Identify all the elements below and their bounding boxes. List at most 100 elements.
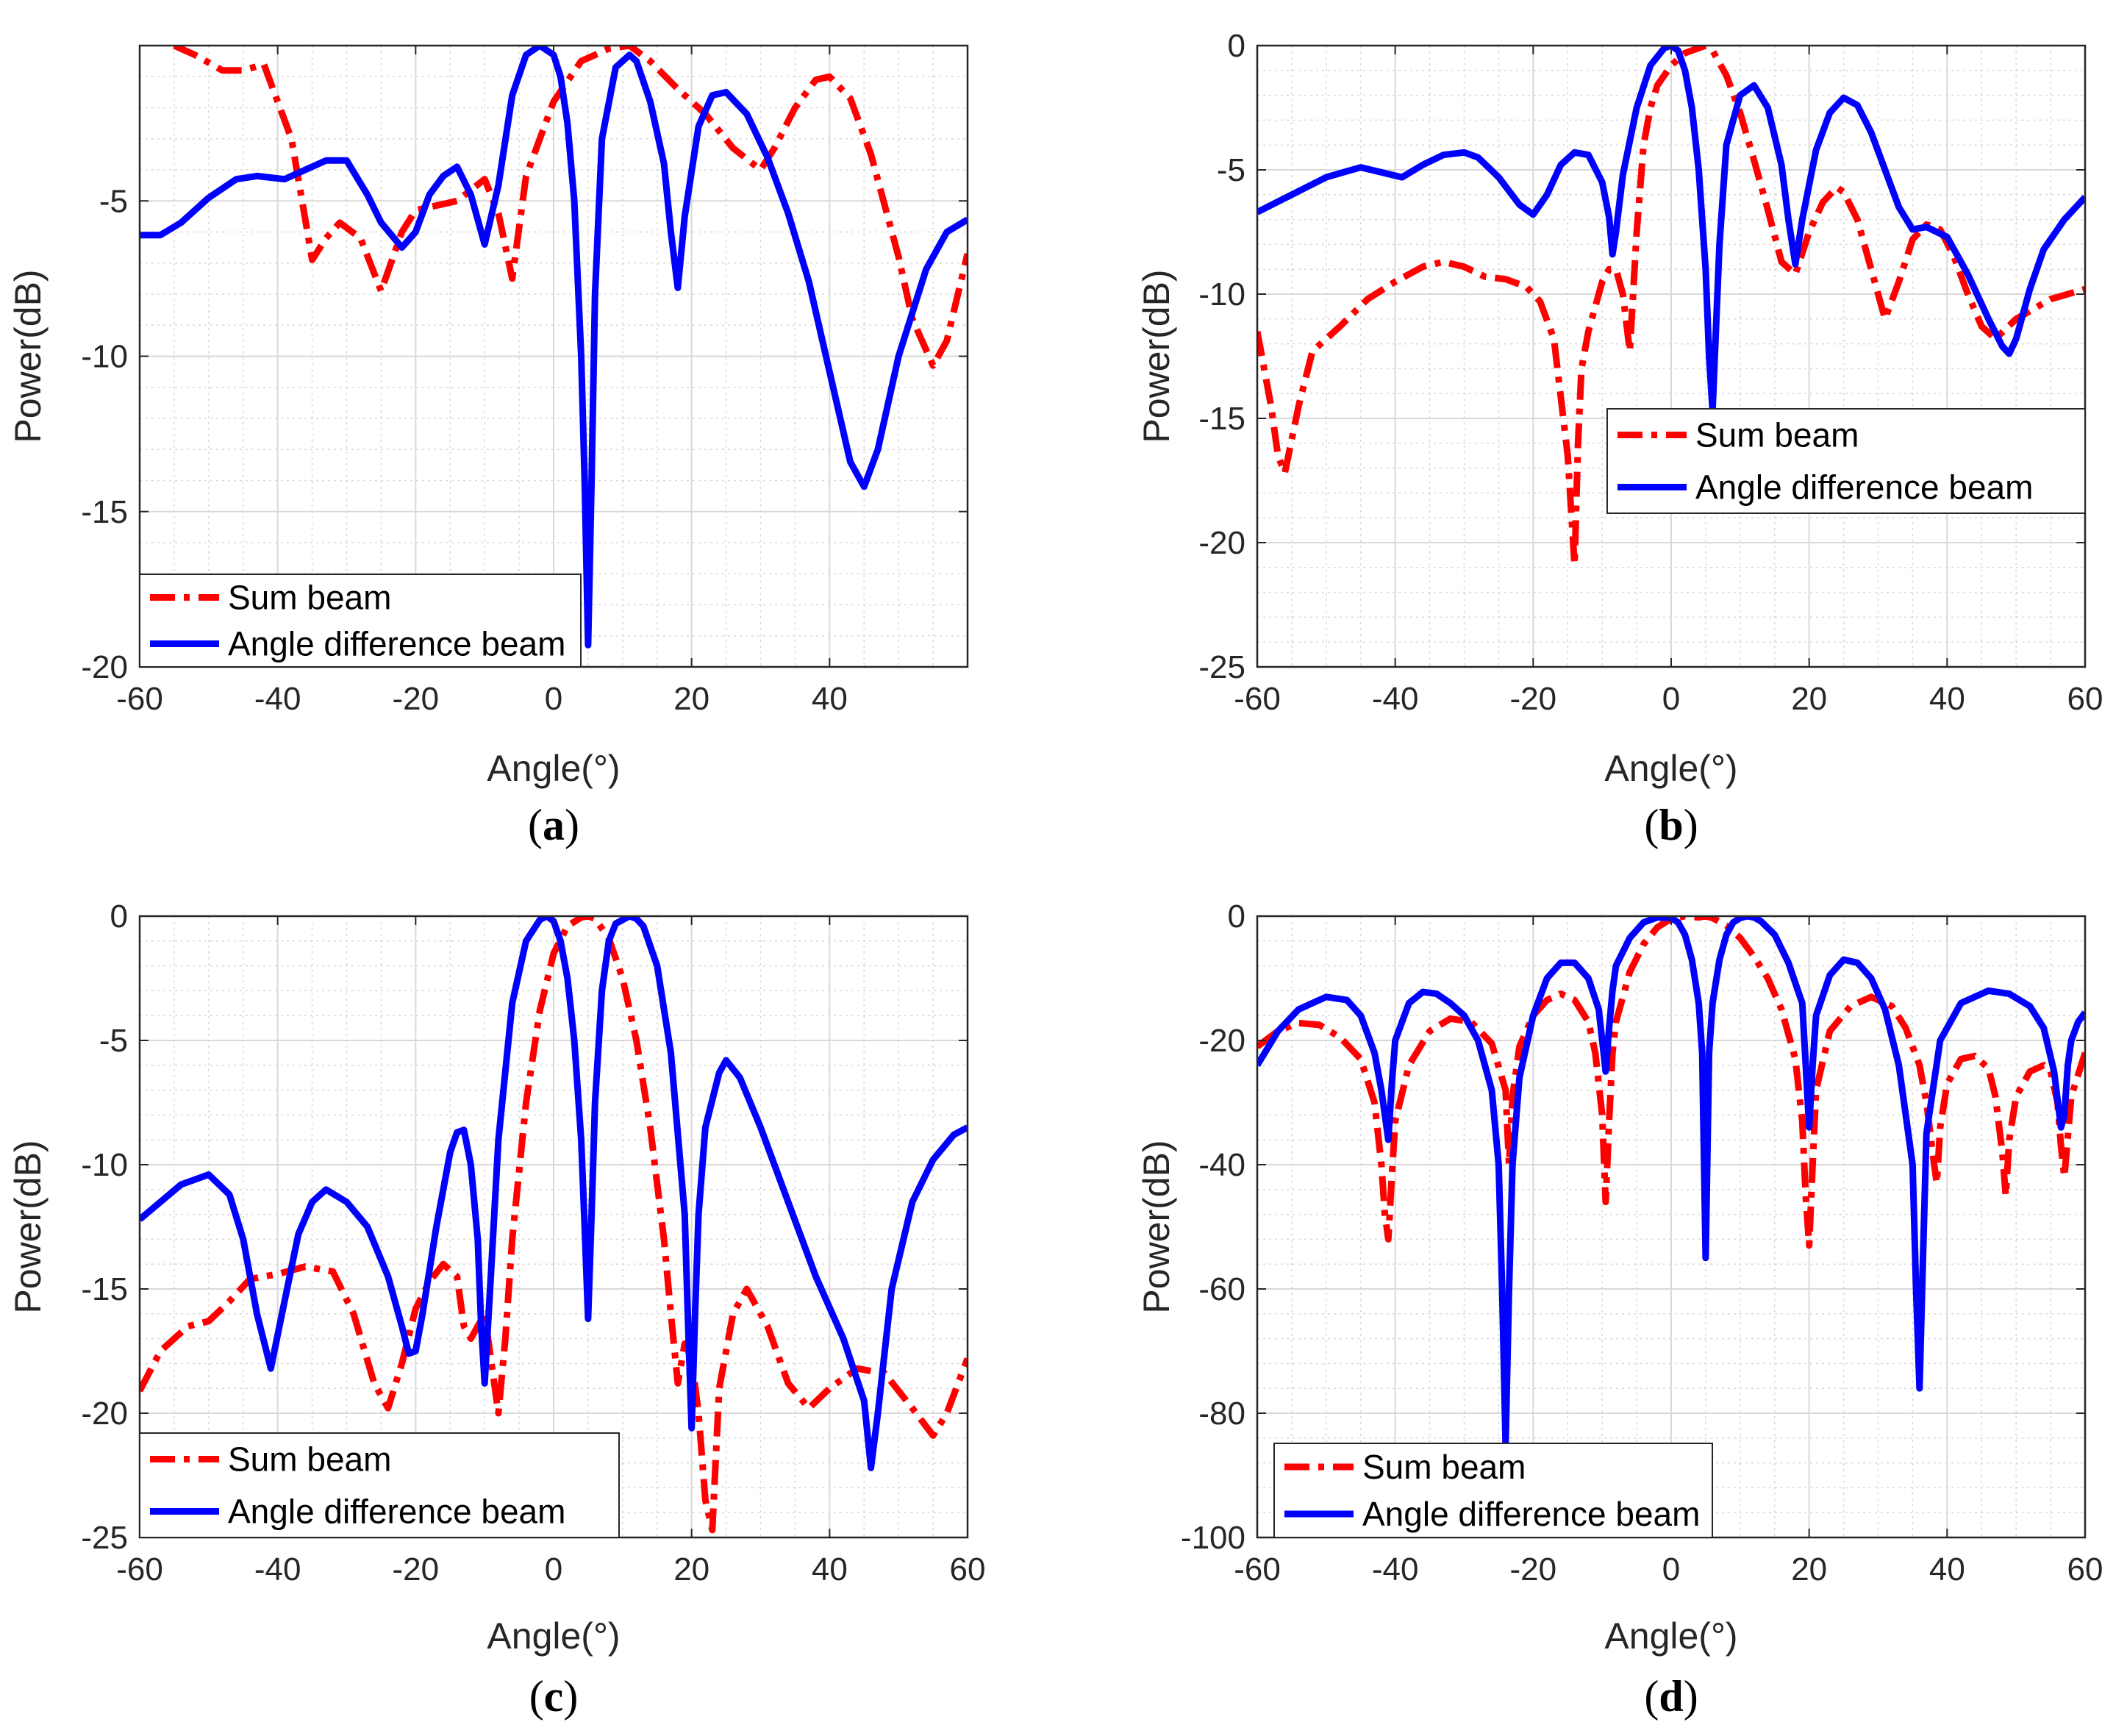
y-tick-label: -25 [1198, 649, 1245, 685]
y-tick-label: -25 [81, 1520, 128, 1556]
x-tick-label: 20 [1791, 1551, 1827, 1587]
x-tick-label: -20 [1510, 1551, 1557, 1587]
sum-beam-line [140, 916, 968, 1534]
legend-label: Sum beam [1362, 1448, 1526, 1486]
y-axis-label: Power(dB) [1136, 269, 1177, 443]
legend-label: Angle difference beam [1362, 1495, 1700, 1533]
x-tick-label: 60 [950, 1551, 986, 1587]
x-tick-label: -60 [1234, 681, 1281, 717]
legend-box [1606, 408, 2086, 514]
y-tick-label: 0 [1228, 28, 1245, 64]
x-tick-label: -40 [1372, 681, 1419, 717]
x-tick-label: 20 [673, 1551, 709, 1587]
sum-beam-line [173, 46, 968, 369]
legend-label: Angle difference beam [1695, 468, 2033, 507]
x-tick-label: -20 [393, 681, 440, 717]
x-axis-label: Angle(°) [1604, 748, 1737, 789]
angle-difference-beam-line [1257, 46, 2085, 415]
legend-label: Angle difference beam [228, 1493, 565, 1531]
caption-close-paren: ) [1684, 1672, 1698, 1721]
caption-open-paren: ( [528, 801, 543, 849]
caption-open-paren: ( [1644, 1672, 1659, 1721]
panel-caption: (b) [1644, 801, 1698, 849]
x-tick-label: -20 [1510, 681, 1557, 717]
panel-c: -60 -40 -20 0 20 40 60 0 -5 -10 -15 -20 -25 Angle(°) P… [7, 899, 985, 1721]
caption-close-paren: ) [563, 1672, 578, 1721]
x-axis-label: Angle(°) [487, 748, 620, 789]
y-tick-label: 0 [1228, 899, 1245, 935]
x-tick-label: -60 [1234, 1551, 1281, 1587]
x-tick-label: 0 [545, 681, 562, 717]
x-tick-label: 20 [673, 681, 709, 717]
legend: Sum beam Angle difference beam [1606, 408, 2086, 514]
x-axis-label: Angle(°) [487, 1615, 620, 1657]
caption-letter: b [1659, 801, 1683, 849]
caption-open-paren: ( [1644, 801, 1659, 849]
y-tick-label: -15 [81, 494, 128, 530]
y-tick-label: -15 [81, 1271, 128, 1307]
x-tick-label: 20 [1791, 681, 1827, 717]
panel-caption: (a) [528, 801, 579, 849]
panel-d: -60 -40 -20 0 20 40 60 0 -20 -40 -60 -80 -100 Angle(°… [1136, 899, 2103, 1721]
legend: Sum beam Angle difference beam [139, 574, 582, 668]
x-tick-label: 60 [2067, 1551, 2103, 1587]
x-axis-label: Angle(°) [1604, 1615, 1737, 1657]
x-tick-label: 0 [1662, 1551, 1680, 1587]
x-tick-label: -40 [254, 681, 301, 717]
x-tick-label: 0 [1662, 681, 1680, 717]
caption-letter: a [543, 801, 565, 849]
legend-label: Sum beam [1695, 416, 1859, 454]
y-tick-label: 0 [110, 899, 128, 935]
angle-difference-beam-line [140, 46, 968, 649]
panel-a: -60 -40 -20 0 20 40 -5 -10 -15 -20 Angle(°) Power(d… [7, 44, 969, 849]
y-tick-label: -5 [99, 1023, 128, 1059]
x-tick-label: -40 [1372, 1551, 1419, 1587]
caption-letter: d [1659, 1672, 1683, 1721]
x-tick-label: 40 [812, 1551, 848, 1587]
panel-b: -60 -40 -20 0 20 40 60 0 -5 -10 -15 -20 -25 Angle(°) P… [1136, 28, 2103, 849]
y-axis-label: Power(dB) [7, 1140, 49, 1313]
x-tick-label: 0 [545, 1551, 562, 1587]
y-tick-label: -5 [1217, 152, 1245, 188]
x-tick-label: -60 [116, 681, 163, 717]
angle-difference-beam-line [1257, 916, 2085, 1448]
grid [139, 45, 968, 668]
y-tick-label: -20 [1198, 1023, 1245, 1059]
legend-label: Sum beam [228, 1440, 391, 1479]
y-axis-label: Power(dB) [7, 269, 49, 443]
x-tick-label: -60 [116, 1551, 163, 1587]
legend: Sum beam Angle difference beam [1273, 1443, 1713, 1538]
angle-difference-beam-line [140, 916, 968, 1471]
x-tick-label: 40 [1929, 1551, 1965, 1587]
x-tick-label: -40 [254, 1551, 301, 1587]
legend: Sum beam Angle difference beam [139, 1432, 620, 1538]
y-tick-label: -100 [1181, 1520, 1245, 1556]
y-tick-label: -5 [99, 183, 128, 219]
y-tick-label: -40 [1198, 1147, 1245, 1183]
caption-close-paren: ) [565, 801, 579, 849]
caption-letter: c [544, 1672, 564, 1721]
x-tick-label: -20 [393, 1551, 440, 1587]
y-axis-label: Power(dB) [1136, 1140, 1177, 1313]
x-tick-label: 40 [812, 681, 848, 717]
legend-box [139, 1432, 620, 1538]
panel-caption: (d) [1644, 1672, 1698, 1721]
y-tick-label: -20 [1198, 525, 1245, 561]
legend-label: Sum beam [228, 579, 391, 617]
y-tick-label: -10 [81, 339, 128, 375]
y-tick-label: -80 [1198, 1396, 1245, 1432]
legend-box [1273, 1443, 1713, 1538]
y-tick-label: -10 [81, 1147, 128, 1183]
x-tick-label: 60 [2067, 681, 2103, 717]
legend-box [139, 574, 582, 668]
caption-open-paren: ( [529, 1672, 544, 1721]
panel-caption: (c) [529, 1672, 579, 1721]
y-tick-label: -10 [1198, 276, 1245, 312]
x-tick-label: 40 [1929, 681, 1965, 717]
sum-beam-line [1257, 46, 2085, 568]
y-tick-label: -60 [1198, 1271, 1245, 1307]
y-tick-label: -20 [81, 1396, 128, 1432]
caption-close-paren: ) [1684, 801, 1698, 849]
y-tick-label: -20 [81, 649, 128, 685]
